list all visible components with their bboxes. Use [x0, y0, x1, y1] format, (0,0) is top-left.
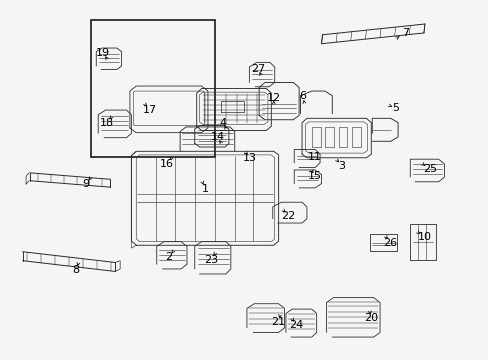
Text: 20: 20	[364, 313, 378, 323]
Text: 10: 10	[417, 232, 431, 242]
Bar	[325, 127, 333, 147]
Text: 8: 8	[73, 265, 80, 275]
Text: 12: 12	[266, 93, 280, 103]
Text: 1: 1	[202, 184, 208, 194]
Text: 22: 22	[281, 211, 295, 221]
Bar	[91, 21, 215, 157]
Text: 7: 7	[401, 28, 408, 38]
Text: 13: 13	[242, 153, 256, 163]
Text: 9: 9	[82, 179, 89, 189]
Bar	[311, 127, 320, 147]
Text: 18: 18	[100, 118, 114, 128]
Text: 6: 6	[299, 91, 306, 101]
Bar	[338, 127, 346, 147]
Text: 3: 3	[338, 161, 345, 171]
Text: 26: 26	[382, 238, 396, 248]
Bar	[409, 224, 435, 260]
Text: 4: 4	[219, 118, 225, 128]
Text: 19: 19	[96, 48, 110, 58]
Text: 5: 5	[391, 103, 398, 113]
Text: 2: 2	[165, 252, 172, 262]
Text: 21: 21	[271, 317, 285, 327]
Text: 25: 25	[422, 164, 436, 174]
Text: 23: 23	[204, 255, 218, 265]
Bar	[369, 234, 396, 251]
Text: 11: 11	[307, 152, 322, 162]
Text: 27: 27	[250, 64, 264, 74]
Text: 24: 24	[288, 320, 303, 330]
Bar	[351, 127, 360, 147]
Text: 15: 15	[307, 171, 322, 181]
Text: 17: 17	[142, 105, 156, 115]
Text: 14: 14	[210, 132, 224, 142]
Text: 16: 16	[159, 159, 173, 169]
